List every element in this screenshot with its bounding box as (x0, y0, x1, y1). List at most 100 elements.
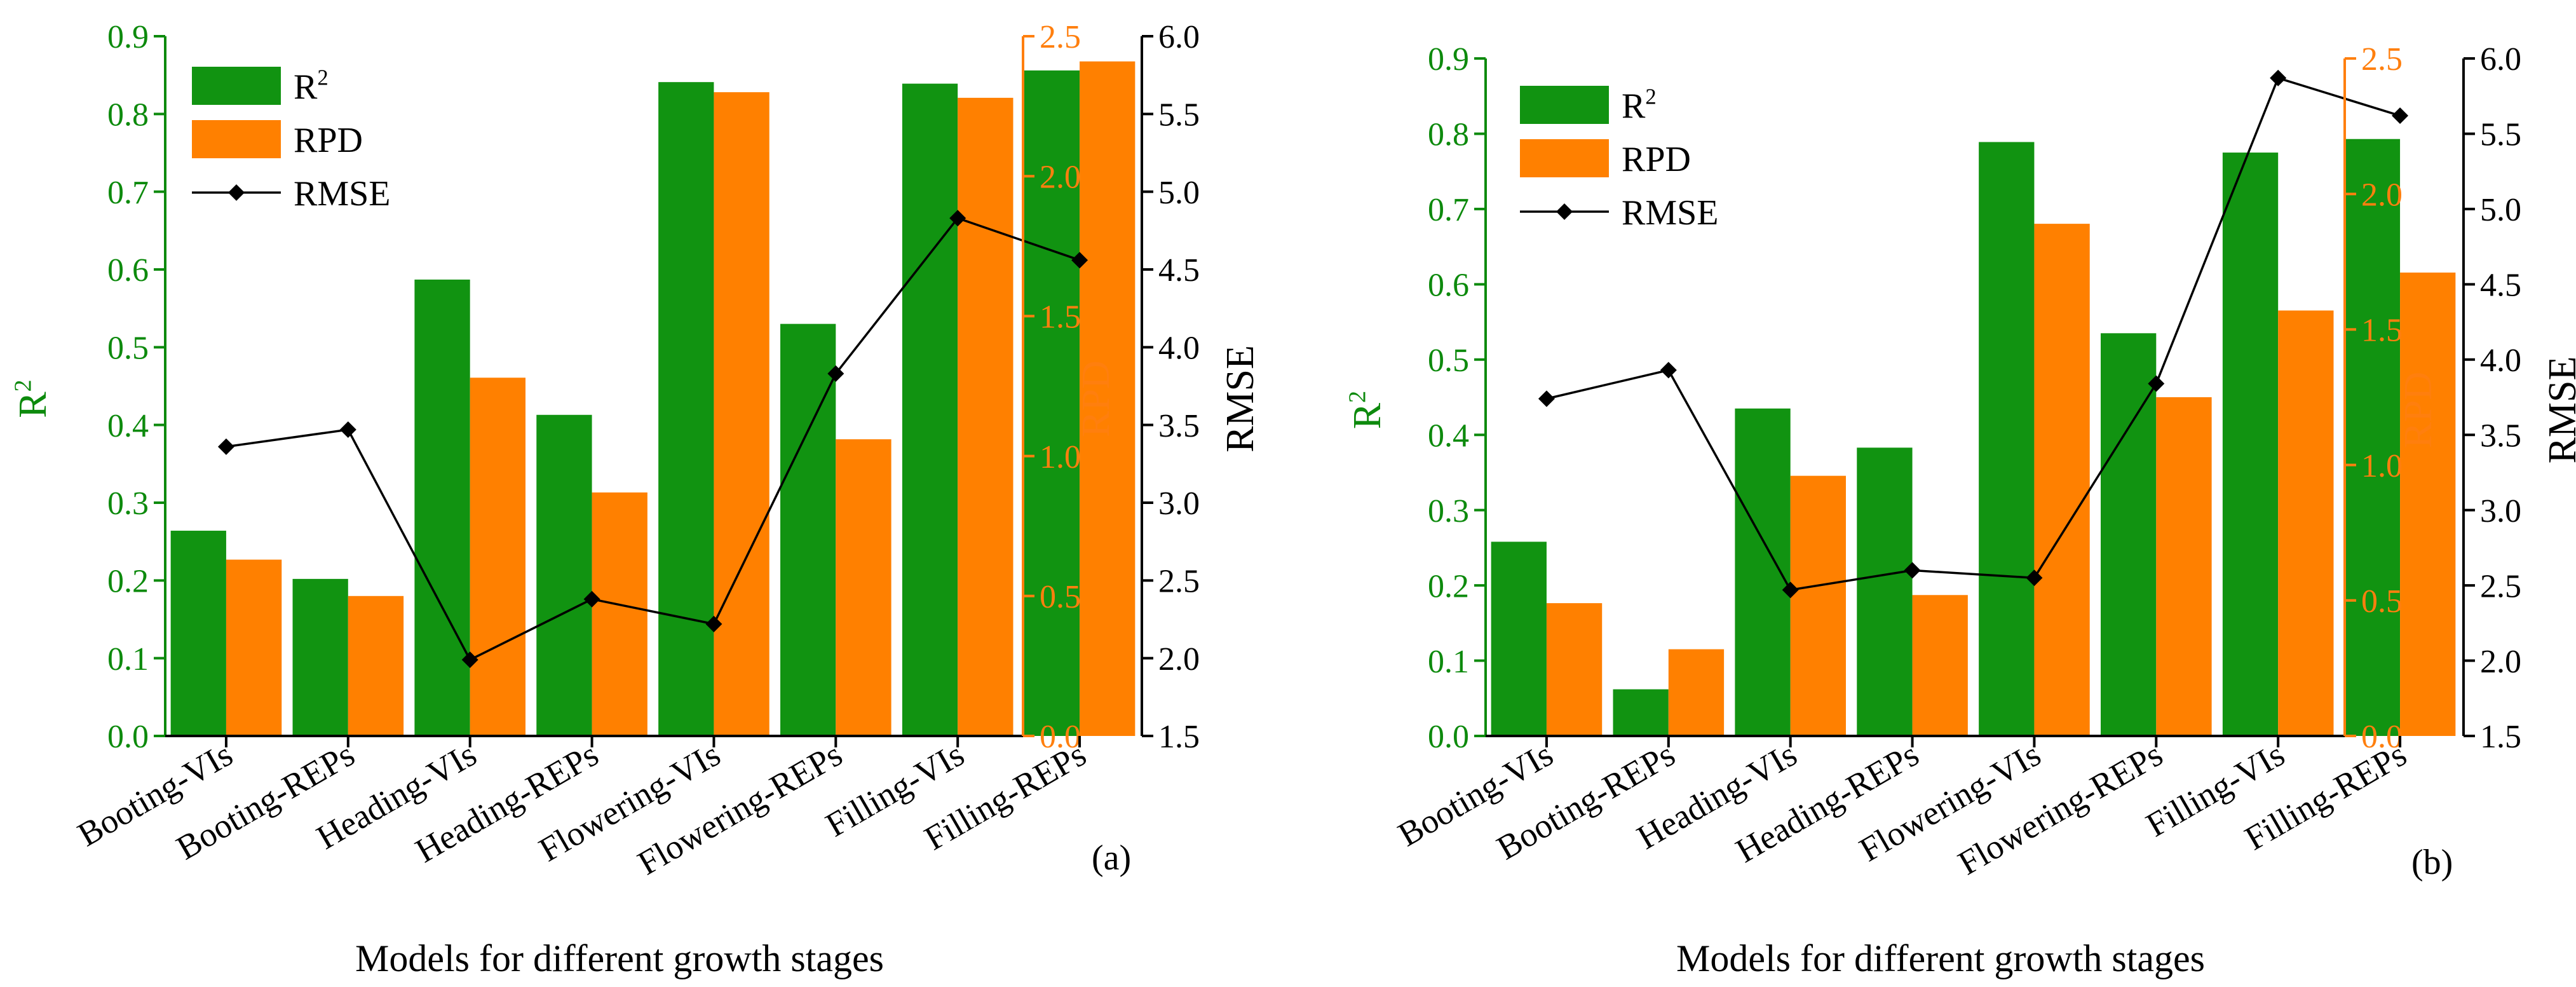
rmse-point (1071, 252, 1088, 269)
r2-tick-label: 0.5 (107, 330, 149, 367)
rpd-bar (592, 492, 647, 736)
panel-label: (a) (1092, 838, 1131, 878)
rpd-bar (1546, 603, 1603, 736)
rpd-tick-label: 2.5 (1040, 19, 1081, 55)
rmse-point (1904, 562, 1921, 579)
legend-r2-swatch (192, 67, 281, 105)
rmse-point (827, 365, 844, 382)
r2-bar (170, 531, 226, 736)
legend-r2-label-base: R (294, 67, 318, 107)
rpd-tick-label: 0.5 (2361, 583, 2403, 620)
rmse-point (2148, 375, 2165, 392)
rpd-tick-label: 1.0 (1040, 439, 1081, 475)
rmse-point (2270, 69, 2287, 86)
rpd-axis-title: RPD (2397, 372, 2440, 449)
left-axis-title-base: R (11, 391, 55, 418)
r2-tick-label: 0.8 (107, 97, 149, 133)
x-tick-label: Flowering-REPs (632, 735, 849, 882)
legend-rmse-marker (1556, 203, 1573, 220)
rpd-bar (348, 596, 404, 736)
r2-bar (1857, 447, 1913, 736)
r2-bar (2222, 153, 2279, 737)
r2-bar (902, 83, 958, 737)
legend-r2-label-sup: 2 (317, 65, 328, 90)
rmse-tick-label: 6.0 (1158, 19, 1200, 55)
legend-rpd-swatch (192, 120, 281, 158)
r2-tick-label: 0.9 (107, 19, 149, 55)
r2-bar (1491, 541, 1547, 736)
rmse-tick-label: 5.0 (2480, 192, 2521, 228)
left-axis-title-sup: 2 (10, 379, 36, 391)
rpd-axis-title: RPD (1074, 360, 1118, 437)
rmse-tick-label: 3.0 (1158, 486, 1200, 522)
x-axis-title: Models for different growth stages (1676, 937, 2205, 979)
r2-bar (1613, 689, 1669, 736)
r2-tick-label: 0.4 (1428, 418, 1469, 454)
rpd-tick-label: 0.0 (1040, 719, 1081, 755)
rmse-tick-label: 6.0 (2480, 41, 2521, 78)
x-tick-label: Flowering-REPs (1952, 735, 2169, 882)
rmse-tick-label: 2.0 (2480, 644, 2521, 680)
chart-panel-a: 0.0 0.1 0.2 0.3 0.4 0.5 0.6 0.7 0.8 0.9 0.0 0.5 1.0 1… (10, 19, 1262, 979)
r2-tick-label: 0.0 (1428, 719, 1469, 755)
rpd-bar (1912, 595, 1968, 736)
r2-tick-label: 0.9 (1428, 41, 1469, 78)
rmse-axis-title: RMSE (2541, 357, 2576, 464)
left-axis-title: R2 (10, 379, 55, 418)
r2-tick-label: 0.7 (107, 175, 149, 211)
rpd-tick-label: 2.5 (2361, 41, 2403, 78)
r2-tick-label: 0.3 (1428, 493, 1469, 529)
legend-rmse-marker (228, 184, 245, 201)
legend-r2-swatch (1520, 86, 1609, 124)
rmse-tick-label: 5.5 (1158, 97, 1200, 133)
rpd-bar (226, 559, 282, 736)
rmse-point (217, 438, 234, 455)
rpd-tick-label: 0.0 (2361, 719, 2403, 755)
rmse-axis-title: RMSE (1219, 345, 1262, 453)
legend-r2-label: R2 (1622, 85, 1657, 126)
r2-tick-label: 0.5 (1428, 343, 1469, 379)
rpd-bar (1790, 475, 1846, 736)
legend-rpd-label: RPD (294, 121, 363, 160)
r2-bar (658, 82, 714, 737)
rmse-tick-label: 4.0 (1158, 330, 1200, 367)
left-axis-title: R2 (1344, 391, 1389, 430)
rpd-bar (836, 439, 891, 736)
r2-bar (1979, 142, 2035, 736)
rmse-tick-label: 2.5 (1158, 564, 1200, 600)
r2-bar (2101, 333, 2157, 736)
rpd-bar (470, 378, 525, 736)
x-axis-title: Models for different growth stages (355, 937, 884, 979)
r2-tick-label: 0.3 (107, 486, 149, 522)
rmse-tick-label: 4.5 (2480, 268, 2521, 304)
rpd-tick-label: 1.5 (2361, 313, 2403, 349)
r2-tick-label: 0.6 (1428, 268, 1469, 304)
rpd-tick-label: 2.0 (1040, 159, 1081, 195)
rmse-line (226, 217, 1080, 662)
legend-r2-label-sup: 2 (1645, 85, 1656, 109)
rmse-tick-label: 3.5 (2480, 418, 2521, 454)
r2-tick-label: 0.7 (1428, 192, 1469, 228)
rmse-tick-label: 1.5 (1158, 719, 1200, 755)
rmse-tick-label: 4.5 (1158, 252, 1200, 289)
rmse-point (705, 615, 722, 632)
panel-label: (b) (2411, 843, 2453, 882)
r2-tick-label: 0.1 (1428, 644, 1469, 680)
r2-bar (414, 279, 470, 736)
r2-tick-label: 0.0 (107, 719, 149, 755)
legend-rmse-label: RMSE (1622, 193, 1719, 233)
rpd-tick-label: 1.0 (2361, 448, 2403, 484)
r2-tick-label: 0.2 (1428, 568, 1469, 604)
r2-tick-label: 0.4 (107, 408, 149, 444)
legend-r2-label-base: R (1622, 86, 1646, 126)
rpd-bar (714, 92, 769, 736)
rmse-point (949, 210, 966, 227)
rmse-tick-label: 2.0 (1158, 641, 1200, 677)
rmse-tick-label: 3.0 (2480, 493, 2521, 529)
rmse-point (1782, 582, 1799, 599)
rpd-bar (2278, 310, 2334, 736)
chart-panel-b: 0.0 0.1 0.2 0.3 0.4 0.5 0.6 0.7 0.8 0.9 0.0 0.5 1.0 1… (1344, 41, 2576, 979)
r2-bar (1735, 408, 1791, 736)
rpd-tick-label: 1.5 (1040, 299, 1081, 336)
